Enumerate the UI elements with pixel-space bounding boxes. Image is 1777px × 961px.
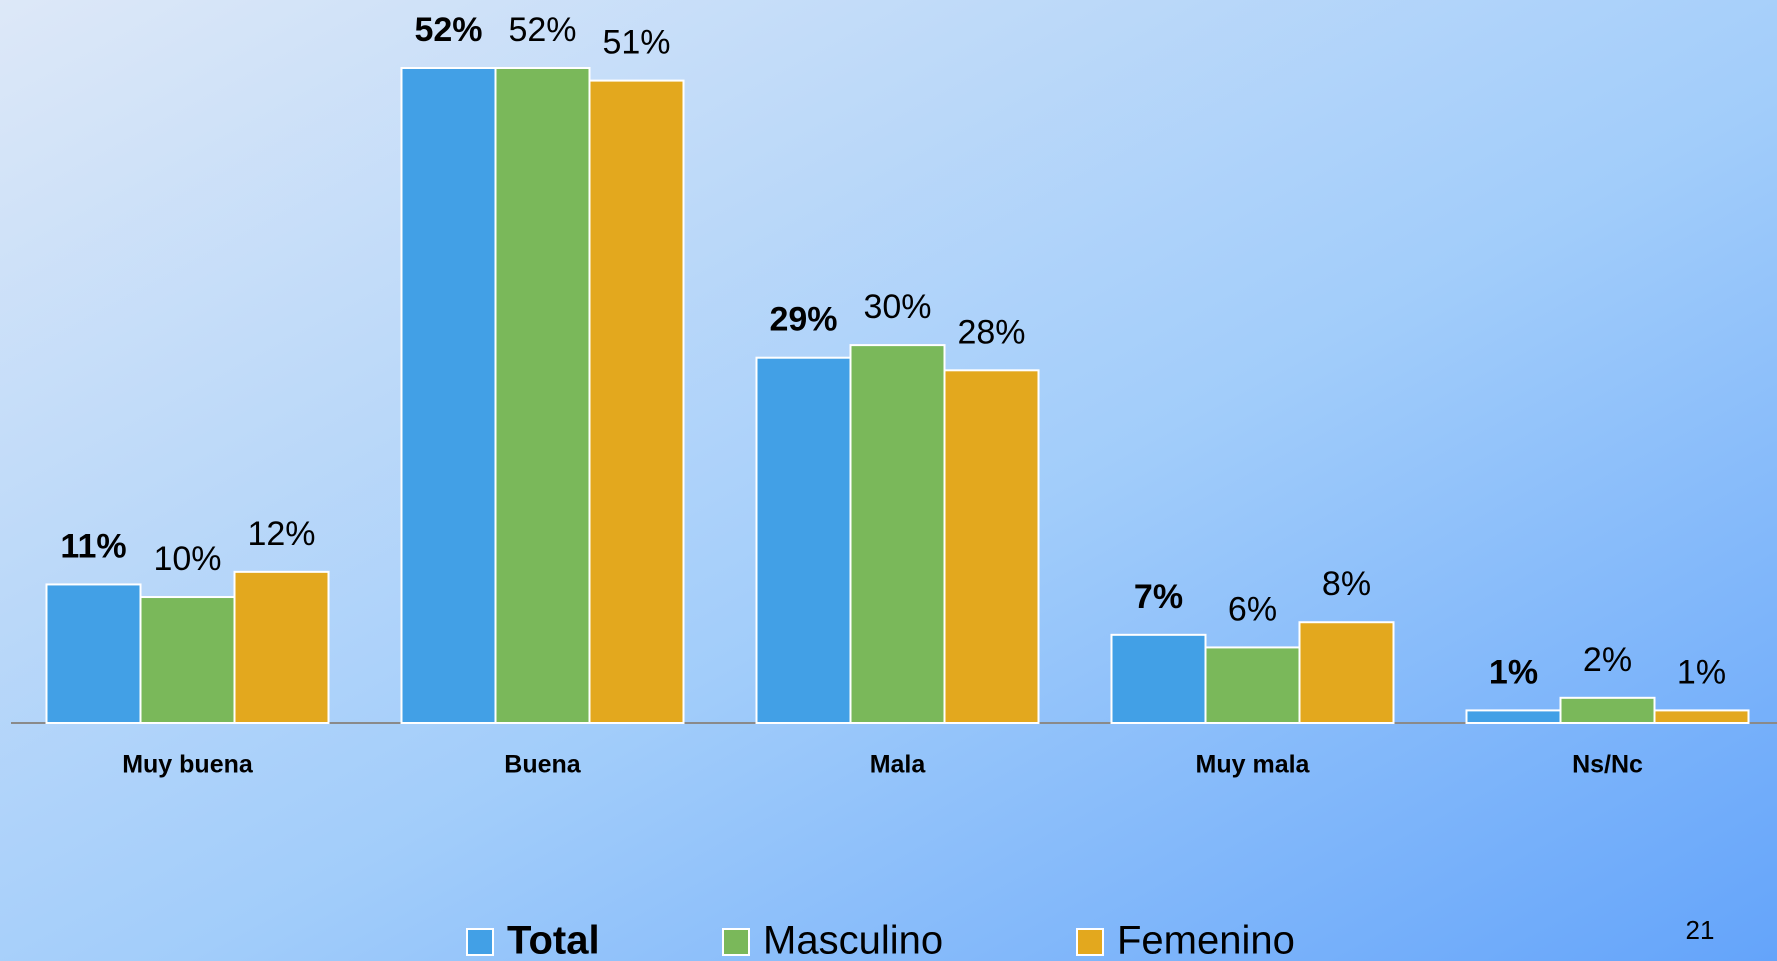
- value-label: 52%: [508, 11, 576, 49]
- value-label: 52%: [414, 11, 482, 49]
- legend-label: Masculino: [763, 919, 943, 961]
- category-label: Mala: [870, 751, 927, 779]
- value-label: 2%: [1583, 641, 1632, 679]
- bar: [233, 570, 330, 724]
- bar: [139, 596, 236, 724]
- value-label: 28%: [957, 313, 1025, 351]
- value-label: 11%: [60, 527, 126, 565]
- legend-label: Total: [507, 919, 600, 961]
- legend-swatch: [722, 928, 750, 956]
- page-number: 21: [1686, 915, 1715, 945]
- bar: [1110, 633, 1207, 724]
- bar: [849, 344, 946, 724]
- bar: [400, 67, 497, 724]
- bar: [494, 67, 591, 724]
- legend-swatch: [466, 928, 494, 956]
- value-label: 1%: [1489, 653, 1538, 691]
- bar: [755, 356, 852, 724]
- category-label: Muy buena: [122, 751, 254, 779]
- category-label: Ns/Nc: [1572, 751, 1643, 779]
- category-label: Buena: [504, 751, 582, 779]
- bar: [1204, 646, 1301, 725]
- value-label: 29%: [769, 301, 837, 339]
- category-label: Muy mala: [1196, 751, 1311, 779]
- value-label: 7%: [1134, 578, 1183, 616]
- value-label: 51%: [602, 24, 670, 62]
- legend-swatch: [1076, 928, 1104, 956]
- bar: [1653, 709, 1750, 725]
- bar: [943, 369, 1040, 724]
- bar: [588, 79, 685, 725]
- value-label: 8%: [1322, 565, 1371, 603]
- bar: [45, 583, 142, 725]
- value-label: 10%: [153, 540, 221, 578]
- bar: [1298, 621, 1395, 725]
- bar: [1465, 709, 1562, 725]
- value-label: 30%: [863, 288, 931, 326]
- value-label: 1%: [1677, 653, 1726, 691]
- legend-label: Femenino: [1117, 919, 1295, 961]
- bar: [1559, 696, 1656, 724]
- value-label: 12%: [247, 515, 315, 553]
- value-label: 6%: [1228, 590, 1277, 628]
